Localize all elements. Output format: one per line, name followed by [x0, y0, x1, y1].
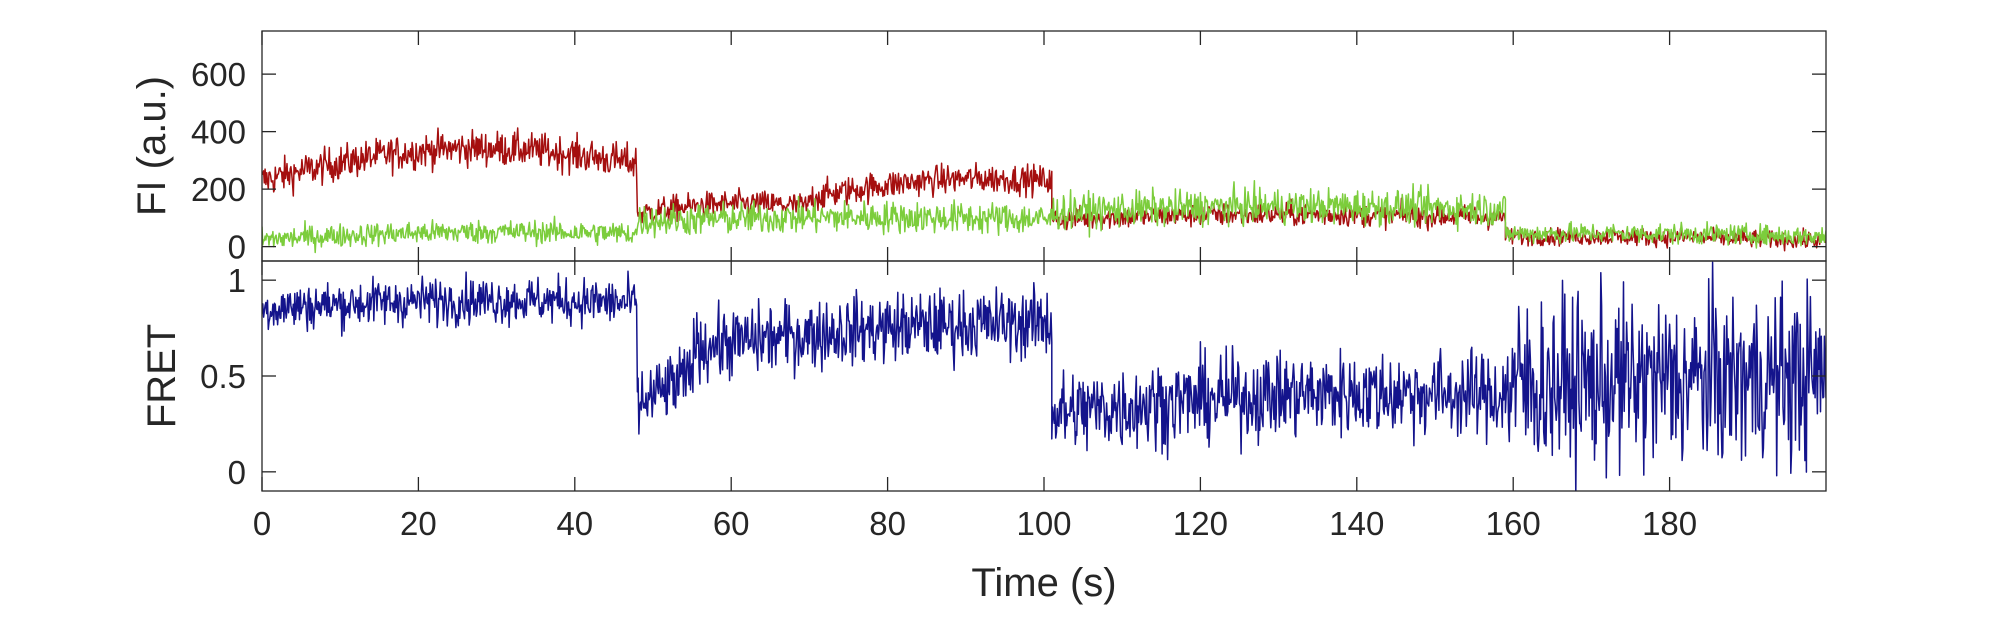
x-tick-label: 20: [400, 505, 437, 542]
y-tick-label: 0: [228, 229, 246, 266]
fret-y-ticks: 00.51: [200, 262, 1826, 491]
x-tick-label: 140: [1329, 505, 1384, 542]
y-tick-label: 600: [191, 56, 246, 93]
trace-clip-group: [262, 127, 1826, 254]
y-tick-label: 200: [191, 171, 246, 208]
intensity-x-ticks: [261, 31, 1671, 261]
time-x-axis-label: Time (s): [971, 561, 1116, 605]
intensity-y-axis-label: FI (a.u.): [130, 76, 174, 216]
y-tick-label: 400: [191, 114, 246, 151]
y-tick-label: 0.5: [200, 358, 246, 395]
trace-clip-group: [262, 261, 1826, 491]
fret-traces: [262, 261, 1826, 491]
intensity-y-ticks: 0 200 400 600: [191, 56, 1826, 266]
x-tick-label: 40: [556, 505, 593, 542]
y-tick-label: 0: [228, 454, 246, 491]
fret-panel: 00.51 0 20 40 60 80 100 120 140 160 180 FRET Time…: [140, 260, 1827, 605]
y-tick-label: 1: [228, 262, 246, 299]
trace-series-0-1: [262, 179, 1826, 254]
x-tick-label: 160: [1486, 505, 1541, 542]
intensity-traces: [262, 127, 1826, 254]
x-tick-label: 60: [713, 505, 750, 542]
x-tick-label: 0: [253, 505, 271, 542]
trace-series-1-0: [262, 261, 1826, 491]
fret-y-axis-label: FRET: [140, 324, 184, 428]
x-tick-label: 80: [869, 505, 906, 542]
x-tick-label: 120: [1173, 505, 1228, 542]
x-tick-label: 100: [1016, 505, 1071, 542]
fret-x-ticks: 0 20 40 60 80 100 120 140 160 180: [253, 261, 1697, 542]
x-tick-label: 180: [1642, 505, 1697, 542]
intensity-panel: 0 200 400 600 FI (a.u.): [130, 30, 1827, 266]
